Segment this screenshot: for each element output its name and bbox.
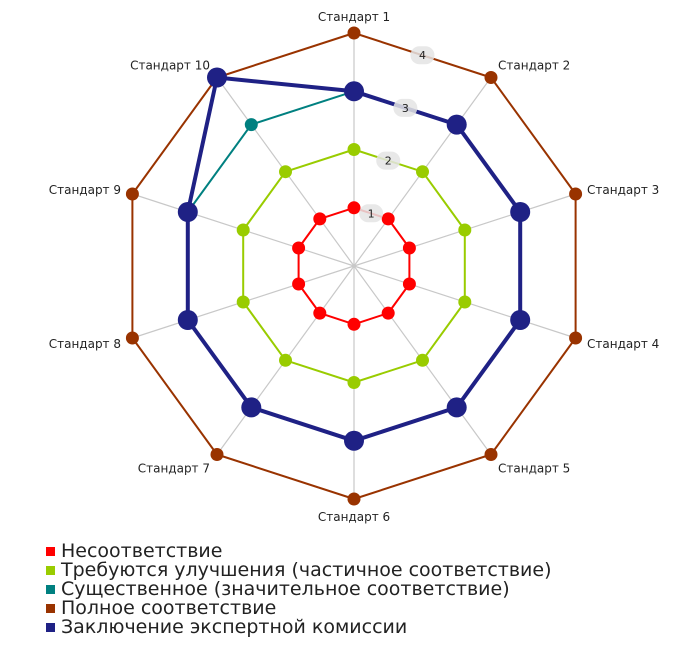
data-point (344, 81, 364, 102)
radar-series (125, 26, 583, 506)
svg-text:2: 2 (385, 155, 392, 168)
series-2 (236, 143, 472, 389)
axis-label: Стандарт 5 (498, 461, 570, 475)
data-point (344, 430, 364, 451)
axis-label: Стандарт 7 (138, 461, 210, 475)
data-point (347, 26, 361, 40)
data-point (292, 277, 306, 291)
data-point (347, 143, 361, 156)
legend-swatch (46, 547, 55, 556)
legend-swatch (46, 623, 55, 632)
data-point (207, 67, 227, 88)
data-point (347, 492, 361, 506)
axis-label: Стандарт 3 (587, 183, 659, 197)
radar-axis-labels: Стандарт 1 Стандарт 2 Стандарт 3 Стандарт 4… (49, 10, 660, 524)
data-point (458, 295, 472, 309)
data-point (484, 448, 498, 461)
series-1 (292, 201, 416, 331)
data-point (446, 114, 467, 135)
svg-text:4: 4 (419, 49, 426, 62)
legend-item: Заключение экспертной комиссии (46, 618, 686, 637)
legend-item: Требуются улучшения (частичное соответст… (46, 561, 686, 580)
legend-label: Существенное (значительное соответствие) (61, 578, 510, 600)
tick-label: 2 (376, 151, 401, 170)
data-point (244, 118, 258, 132)
svg-text:3: 3 (402, 102, 409, 115)
data-point (381, 306, 395, 320)
data-point (510, 310, 531, 330)
legend-item: Существенное (значительное соответствие) (46, 580, 686, 599)
data-point (279, 165, 292, 179)
legend-item: Полное соответствие (46, 599, 686, 618)
svg-text:1: 1 (368, 207, 375, 220)
legend-swatch (46, 585, 55, 594)
data-point (402, 241, 416, 255)
legend-swatch (46, 604, 55, 613)
data-point (347, 376, 361, 389)
axis-label: Стандарт 6 (318, 510, 390, 524)
tick-label: 1 (359, 204, 384, 223)
data-point (347, 317, 361, 331)
radar-tick-labels: 1 2 3 4 (359, 46, 435, 223)
data-point (416, 353, 429, 367)
axis-label: Стандарт 4 (587, 337, 659, 351)
axis-label: Стандарт 2 (498, 59, 570, 73)
legend-label: Заключение экспертной комиссии (61, 616, 408, 638)
chart-legend: Несоответствие Требуются улучшения (части… (46, 542, 686, 637)
axis-label: Стандарт 9 (49, 183, 121, 197)
data-point (241, 397, 262, 418)
legend-label: Несоответствие (61, 540, 223, 562)
data-point (569, 187, 583, 201)
legend-label: Требуются улучшения (частичное соответст… (61, 559, 552, 581)
axis-label: Стандарт 10 (130, 59, 210, 73)
series-5 (177, 67, 531, 451)
data-point (177, 310, 198, 330)
data-point (125, 187, 139, 201)
tick-label: 4 (410, 46, 435, 65)
tick-label: 3 (393, 98, 418, 117)
data-point (446, 397, 467, 418)
data-point (402, 277, 416, 291)
data-point (313, 212, 327, 226)
data-point (236, 223, 250, 237)
data-point (177, 202, 198, 222)
data-point (458, 223, 472, 237)
data-point (313, 306, 327, 320)
data-point (484, 71, 498, 84)
data-point (510, 202, 531, 222)
series-4 (125, 26, 583, 506)
axis-label: Стандарт 8 (49, 337, 121, 351)
data-point (347, 201, 361, 215)
legend-swatch (46, 566, 55, 575)
data-point (416, 165, 429, 179)
axis-label: Стандарт 1 (318, 10, 390, 24)
data-point (569, 331, 583, 345)
legend-item: Несоответствие (46, 542, 686, 561)
data-point (125, 331, 139, 345)
legend-label: Полное соответствие (61, 597, 277, 619)
data-point (210, 448, 224, 461)
data-point (381, 212, 395, 226)
data-point (236, 295, 250, 309)
data-point (279, 353, 292, 367)
data-point (292, 241, 306, 255)
